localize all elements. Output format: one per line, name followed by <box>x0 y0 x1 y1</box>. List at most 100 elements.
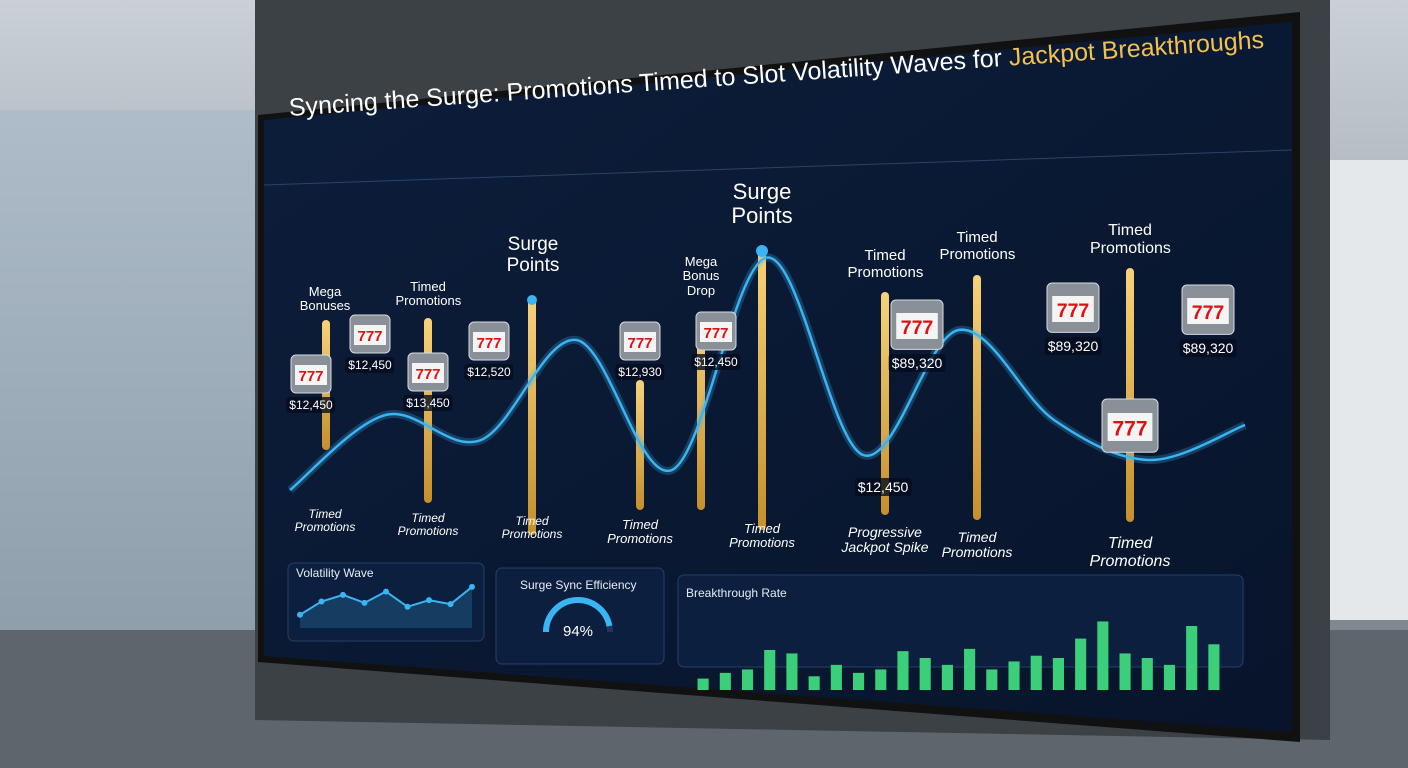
bar <box>1097 621 1109 690</box>
bar <box>808 676 820 690</box>
slot-window <box>412 363 444 383</box>
screen <box>264 22 1292 732</box>
panel <box>495 567 665 665</box>
slot-window <box>624 332 656 352</box>
top-label: Mega Bonus Drop <box>682 254 720 298</box>
slot-window <box>295 365 327 385</box>
slot-reels: 777 <box>627 335 652 352</box>
panel <box>287 562 485 642</box>
slot-window <box>354 325 386 345</box>
point <box>318 598 325 605</box>
top-label: Timed Promotions <box>939 229 1016 263</box>
slot-reels: 777 <box>476 335 501 352</box>
prize-label: $12,520 <box>464 364 514 380</box>
pillar-bar <box>528 298 536 535</box>
bar <box>1008 661 1020 690</box>
bar <box>1030 655 1042 690</box>
top-label: Timed Promotions <box>1090 222 1171 257</box>
point <box>383 588 389 595</box>
top-label: Surge Points <box>731 179 793 229</box>
bottom-label: Timed Promotions <box>294 507 356 535</box>
bar <box>1075 638 1087 690</box>
slot-window <box>700 322 732 342</box>
bar <box>853 672 865 690</box>
top-label: Timed Promotions <box>395 279 462 309</box>
bar <box>1163 664 1176 690</box>
prize-label: $12,450 <box>286 397 336 413</box>
slot-window <box>896 313 938 339</box>
bar <box>830 664 842 690</box>
prize-label: $89,320 <box>1179 339 1237 357</box>
bar <box>1186 626 1198 690</box>
bottom-label: Progressive Jackpot Spike <box>841 524 929 556</box>
bar <box>1052 658 1064 690</box>
glass-wall <box>0 110 255 630</box>
slot-reels: 777 <box>1192 302 1225 324</box>
top-label: Timed Promotions <box>847 247 924 281</box>
slot-reels: 777 <box>901 317 934 339</box>
prize-label: $13,450 <box>403 395 453 411</box>
divider <box>263 149 1293 186</box>
gauge-label: 94% <box>563 623 593 640</box>
wave-line <box>289 256 1246 491</box>
point <box>426 597 432 604</box>
panel-title: Breakthrough Rate <box>686 586 787 600</box>
slot-reels: 777 <box>298 368 323 385</box>
slot-window <box>1052 296 1094 322</box>
bar <box>1141 658 1153 690</box>
bar <box>897 651 909 690</box>
point <box>297 611 303 618</box>
bottom-label: Timed Promotions <box>501 514 563 542</box>
bar <box>719 672 731 690</box>
point <box>469 583 475 590</box>
pillar-bar <box>973 275 981 520</box>
bar <box>875 669 887 690</box>
panel-title: Volatility Wave <box>296 566 374 580</box>
bar <box>1119 653 1131 690</box>
peak-dot <box>756 245 768 257</box>
bottom-label: Timed Promotions <box>397 511 459 539</box>
slot-window <box>1107 413 1153 441</box>
bar <box>764 650 776 690</box>
top-label: Surge Points <box>506 234 560 276</box>
point <box>340 591 346 598</box>
slot-reels: 777 <box>1112 417 1147 440</box>
pillar-bar <box>758 250 766 530</box>
bar <box>941 664 953 690</box>
bar <box>741 669 754 690</box>
prize-label: $89,320 <box>1044 337 1102 355</box>
top-label: Mega Bonuses <box>299 284 351 314</box>
pillar-bar <box>881 292 889 515</box>
bar <box>986 669 998 690</box>
prize-label: $89,320 <box>888 354 946 372</box>
slot-reels: 777 <box>1057 300 1090 322</box>
prize-label: $12,450 <box>345 357 395 373</box>
bottom-label: Timed Promotions <box>1089 535 1171 570</box>
bar <box>919 658 931 690</box>
slot-reels: 777 <box>415 366 440 383</box>
slot-window <box>1187 298 1229 324</box>
gauge-arc <box>543 597 613 633</box>
pillar-bar <box>1126 268 1134 522</box>
slot-reels: 777 <box>703 325 728 342</box>
point <box>361 599 368 606</box>
slot-reels: 777 <box>357 328 382 345</box>
panel-title: Surge Sync Efficiency <box>520 578 637 592</box>
slot-window <box>473 332 505 352</box>
bar <box>786 653 798 690</box>
bottom-label: Timed Promotions <box>941 529 1013 561</box>
prize-label: $12,450 <box>691 354 741 370</box>
prize-label: $12,930 <box>615 364 665 380</box>
point <box>404 603 411 610</box>
bottom-label: Timed Promotions <box>607 517 673 547</box>
bar <box>697 678 709 690</box>
bar <box>964 648 976 690</box>
prize-label: $12,450 <box>854 478 912 496</box>
bottom-label: Timed Promotions <box>729 521 795 551</box>
right-wall <box>1330 160 1408 620</box>
bar <box>1208 644 1220 690</box>
peak-dot <box>527 295 537 305</box>
point <box>447 601 454 608</box>
